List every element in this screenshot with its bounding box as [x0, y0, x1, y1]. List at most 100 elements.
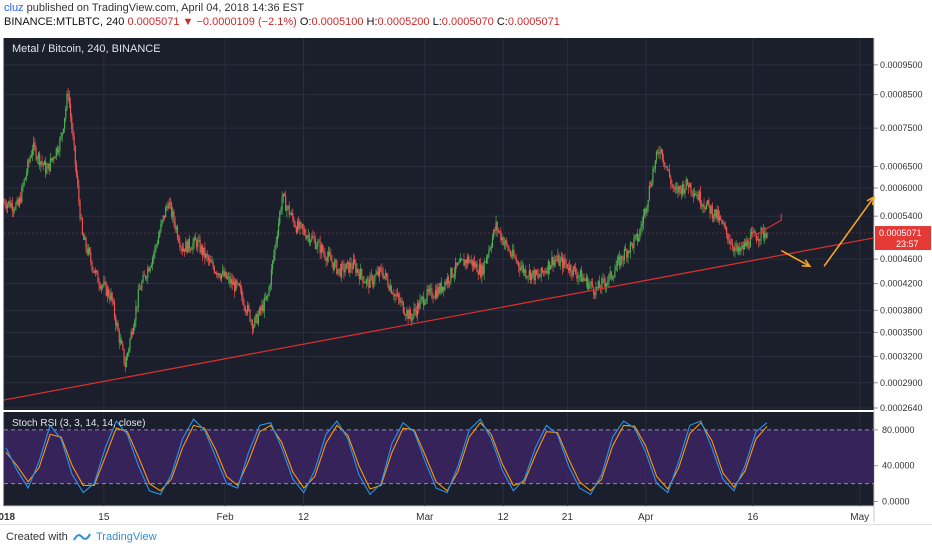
chart-area[interactable]: 2018 15 Feb 12 Mar 12 21 Apr 16 May 0.0009500 0.000…: [0, 34, 932, 524]
candle-body: [194, 237, 196, 241]
candle-body: [195, 240, 198, 248]
candle-body: [542, 271, 545, 273]
candle-body: [281, 197, 283, 210]
last-price: 0.0005071: [127, 16, 180, 28]
candle-body: [167, 206, 169, 209]
candle-body: [753, 231, 755, 233]
price-chart-svg[interactable]: 2018 15 Feb 12 Mar 12 21 Apr 16 May 0.0009500 0.000…: [0, 34, 932, 524]
candle-body: [247, 305, 249, 313]
price-tick-label: 0.0006000: [880, 183, 923, 193]
candle-body: [331, 260, 333, 263]
candle-body: [506, 240, 508, 245]
candle-body: [131, 331, 133, 335]
candle-body: [414, 308, 416, 311]
tradingview-link[interactable]: TradingView: [96, 531, 157, 543]
candle-body: [10, 203, 12, 208]
candle-body: [289, 214, 292, 216]
candle-body: [121, 339, 123, 344]
candle-body: [648, 185, 650, 200]
x-tick-label: 16: [747, 512, 759, 523]
candle-body: [459, 258, 461, 263]
high-value: 0.0005200: [377, 16, 430, 28]
candle-body: [514, 256, 516, 258]
candle-body: [634, 235, 636, 239]
x-tick-label: 12: [498, 512, 510, 523]
candle-body: [397, 293, 400, 299]
candle-body: [665, 166, 667, 168]
candle-body: [466, 256, 469, 264]
candle-body: [752, 232, 754, 233]
candle-body: [540, 267, 542, 277]
candle-body: [408, 310, 410, 319]
candle-body: [762, 229, 765, 238]
candle-body: [52, 157, 54, 161]
candle-body: [538, 274, 540, 278]
candle-body: [552, 256, 554, 266]
candle-body: [396, 293, 399, 296]
candle-body: [166, 206, 168, 208]
candle-body: [419, 299, 421, 309]
price-pane-bg: [4, 38, 874, 410]
candle-body: [395, 294, 397, 296]
candle-body: [320, 244, 322, 254]
candle-body: [21, 186, 23, 203]
candle-body: [162, 215, 164, 221]
candle-body: [334, 260, 337, 262]
candle-body: [554, 259, 557, 261]
candle-body: [68, 96, 70, 104]
candle-body: [635, 233, 637, 236]
candle-body: [415, 310, 418, 316]
candle-body: [439, 282, 441, 294]
candle-body: [22, 185, 24, 187]
candle-body: [464, 260, 466, 266]
candle-body: [565, 263, 567, 265]
candle-body: [92, 269, 94, 271]
candle-body: [477, 272, 479, 275]
author-link[interactable]: cluz: [4, 2, 24, 14]
candle-body: [502, 237, 504, 245]
candle-body: [192, 242, 194, 250]
candle-body: [418, 303, 420, 309]
candle-body: [125, 357, 128, 367]
candle-body: [141, 282, 143, 290]
candle-body: [557, 255, 559, 261]
candle-body: [733, 247, 735, 251]
candle-body: [58, 151, 60, 153]
candle-body: [50, 158, 53, 161]
price-tick-label: 0.0002640: [880, 403, 923, 413]
candle-body: [174, 222, 176, 230]
candle-body: [585, 277, 587, 282]
candle-body: [49, 158, 51, 172]
candle-body: [624, 249, 627, 251]
candle-body: [203, 247, 205, 256]
candle-body: [264, 297, 267, 299]
price-tick-label: 0.0007500: [880, 123, 923, 133]
candle-body: [677, 187, 679, 193]
candle-body: [445, 281, 447, 284]
candle-body: [566, 264, 568, 269]
candle-body: [533, 270, 535, 281]
candle-body: [586, 277, 589, 289]
candle-body: [135, 306, 137, 321]
candle-body: [140, 289, 142, 290]
candle-body: [622, 259, 624, 261]
candle-body: [242, 296, 244, 305]
candle-body: [175, 227, 177, 230]
candle-body: [609, 271, 611, 275]
candle-body: [562, 257, 564, 269]
candle-body: [614, 270, 616, 278]
candle-body: [42, 163, 44, 166]
candle-body: [714, 209, 716, 217]
candle-body: [633, 238, 635, 249]
candle-body: [440, 282, 442, 292]
candle-body: [367, 279, 369, 281]
candle-body: [422, 296, 425, 305]
price-tick-label: 0.0008500: [880, 90, 923, 100]
candle-body: [583, 277, 585, 280]
candle-body: [143, 274, 145, 276]
candle-body: [172, 211, 174, 217]
x-tick-label: 21: [562, 512, 574, 523]
candle-body: [27, 160, 29, 173]
candle-body: [235, 280, 237, 292]
candle-body: [14, 209, 16, 211]
